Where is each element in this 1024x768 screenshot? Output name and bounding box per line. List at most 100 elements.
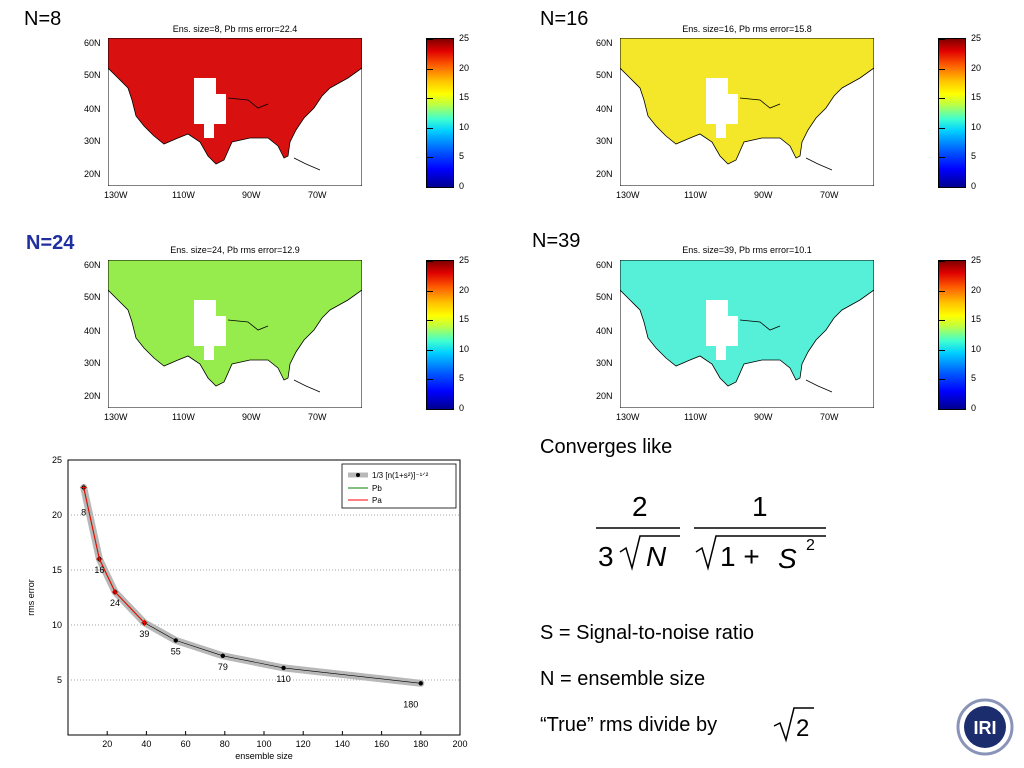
lat-tick: 20N [84, 169, 101, 179]
colorbar-tick-label: 20 [971, 284, 982, 295]
colorbar-tick-mark [427, 98, 433, 100]
pa-point [96, 556, 103, 562]
x-tick-label: 140 [335, 739, 350, 749]
lat-tick: 30N [84, 358, 101, 368]
lon-tick: 70W [820, 412, 839, 422]
colorbar-tick-mark [939, 320, 945, 322]
point-label: 110 [276, 674, 290, 684]
panel-label: N=39 [532, 230, 581, 252]
colorbar-tick-label: 10 [971, 121, 982, 132]
theory-point [281, 665, 286, 671]
colorbar-tick-label: 5 [459, 373, 465, 384]
x-axis-label: ensemble size [235, 751, 293, 761]
sqrt-sign [695, 535, 826, 571]
sqrt-two: 2 [773, 707, 814, 743]
colorbar: 25 20 15 10 5 0 [938, 33, 981, 191]
lon-tick: 130W [616, 190, 640, 200]
colorbar-tick-label: 5 [459, 151, 465, 162]
map-plot [620, 260, 874, 408]
lon-tick: 70W [308, 412, 327, 422]
lon-tick: 110W [172, 412, 195, 422]
colorbar-tick-mark [427, 187, 433, 188]
colorbar-tick-mark [427, 349, 433, 351]
colorbar-tick-label: 25 [459, 255, 470, 265]
colorbar-tick-mark [939, 68, 945, 70]
svg-text:2: 2 [796, 715, 809, 742]
iri-logo: IRI [956, 698, 1014, 756]
colorbar-tick-mark [939, 349, 945, 351]
convergence-formula: 2 3 N 1 1 + S 2 [596, 491, 826, 574]
map-title: Ens. size=24, Pb rms error=12.9 [170, 245, 300, 255]
colorbar-tick-mark [427, 157, 433, 159]
pa-point [80, 484, 87, 491]
lat-tick: 50N [84, 292, 101, 302]
colorbar-tick-mark [939, 290, 945, 292]
lat-tick: 50N [596, 70, 613, 80]
y-tick-label: 10 [52, 620, 62, 630]
pa-point [112, 589, 119, 595]
colorbar-tick-label: 10 [971, 343, 982, 354]
colorbar-tick-mark [427, 127, 433, 129]
theory-point [418, 681, 423, 686]
lat-tick: 40N [84, 104, 101, 114]
lat-tick: 30N [596, 136, 613, 146]
legend-swatch-theory-marker [356, 473, 360, 477]
colorbar-tick-label: 20 [459, 62, 470, 73]
lon-tick: 110W [684, 412, 707, 422]
sqrt-sign [619, 535, 680, 571]
lat-tick: 40N [596, 104, 613, 114]
lat-tick: 40N [596, 326, 613, 336]
legend-label: Pb [372, 484, 382, 493]
map-title: Ens. size=8, Pb rms error=22.4 [172, 24, 298, 34]
colorbar-tick-mark [427, 261, 433, 262]
lon-tick: 130W [104, 190, 128, 200]
colorbar-tick-label: 5 [971, 151, 977, 162]
colorbar-tick-mark [427, 290, 433, 292]
point-label: 24 [110, 598, 120, 608]
point-label: 180 [403, 699, 418, 709]
converges-text: Converges like [540, 436, 673, 458]
lon-tick: 110W [684, 190, 707, 200]
n-definition: N = ensemble size [540, 668, 706, 690]
colorbar-tick-mark [427, 409, 433, 410]
x-tick-label: 20 [102, 739, 112, 749]
lon-tick: 130W [104, 412, 128, 422]
colorbar-tick-label: 20 [971, 62, 982, 73]
formula-den1-a: 3 [598, 541, 614, 572]
map-title: Ens. size=16, Pb rms error=15.8 [682, 24, 812, 34]
panel-label: N=16 [540, 8, 589, 30]
lat-tick: 20N [596, 391, 613, 401]
point-label: 79 [218, 662, 228, 672]
y-axis-label: rms error [26, 579, 36, 616]
formula-den1-b: N [646, 541, 667, 572]
colorbar-tick-label: 15 [459, 314, 470, 325]
theory-point [220, 653, 226, 658]
true-rms-text: “True” rms divide by [540, 714, 718, 736]
map-plot [620, 38, 874, 186]
colorbar-tick-label: 0 [459, 403, 465, 413]
point-label: 55 [171, 646, 181, 656]
formula-den2-a: 1 + [720, 541, 760, 572]
lat-tick: 30N [84, 136, 101, 146]
colorbar: 25 20 15 10 5 0 [426, 255, 469, 413]
colorbar-tick-label: 15 [971, 92, 982, 103]
colorbar-tick-label: 0 [971, 181, 977, 191]
lon-tick: 110W [172, 190, 195, 200]
x-tick-label: 120 [296, 739, 311, 749]
colorbar-tick-mark [427, 39, 433, 40]
pa-point [141, 619, 148, 626]
colorbar-tick-label: 15 [459, 92, 470, 103]
legend-box [341, 463, 457, 509]
colorbar-tick-label: 0 [971, 403, 977, 413]
lat-tick: 30N [596, 358, 613, 368]
colorbar-tick-mark [427, 68, 433, 70]
colorbar-tick-label: 25 [971, 33, 982, 43]
colorbar-tick-mark [939, 127, 945, 129]
lon-tick: 90W [242, 412, 261, 422]
colorbar-tick-label: 15 [971, 314, 982, 325]
map-title: Ens. size=39, Pb rms error=10.1 [682, 245, 812, 255]
colorbar-tick-mark [939, 379, 945, 381]
formula-num2: 1 [752, 491, 768, 522]
x-tick-label: 60 [181, 739, 191, 749]
colorbar-tick-label: 5 [971, 373, 977, 384]
